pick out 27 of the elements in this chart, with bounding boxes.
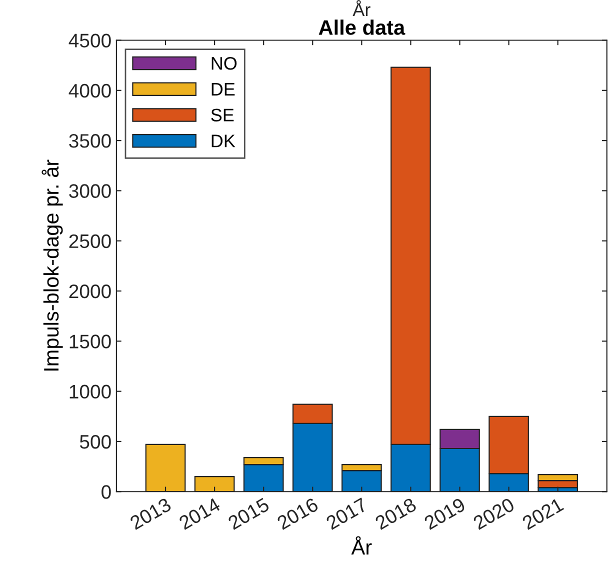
x-tick-label: 2013	[129, 497, 172, 530]
text: År	[352, 0, 370, 16]
legend-label: DK	[212, 134, 236, 148]
x-tick-label: 2015	[227, 497, 270, 530]
y-tick-label: 2000	[69, 284, 111, 298]
x-tick-label: 2016	[276, 497, 320, 530]
x-axis-title: År	[351, 536, 372, 554]
legend-label: DE	[212, 83, 235, 96]
x-tick-label: 2017	[325, 497, 368, 530]
y-tick-label: 1500	[70, 334, 111, 348]
x-tick-label: 2019	[423, 497, 466, 530]
x-tick-label: 2018	[374, 497, 418, 530]
x-tick-label: 2021	[521, 497, 564, 530]
y-tick-label: 1000	[70, 384, 111, 399]
x-tick-label: 2020	[472, 497, 516, 530]
y-tick-label: 3500	[69, 134, 111, 148]
y-axis-title: Impuls-blok-dage pr. år	[42, 160, 63, 371]
y-tick-label: 3000	[69, 184, 111, 198]
y-tick-label: 500	[80, 434, 111, 449]
x-tick-label: 2014	[178, 497, 222, 530]
chart-title: Alle data	[318, 20, 406, 35]
legend-label: NO	[212, 56, 237, 70]
legend-label: SE	[211, 108, 234, 122]
y-tick-label: 0	[102, 485, 111, 499]
y-tick-label: 4500	[68, 34, 111, 48]
y-tick-label: 2500	[69, 234, 111, 248]
y-tick-label: 4000	[68, 84, 111, 98]
